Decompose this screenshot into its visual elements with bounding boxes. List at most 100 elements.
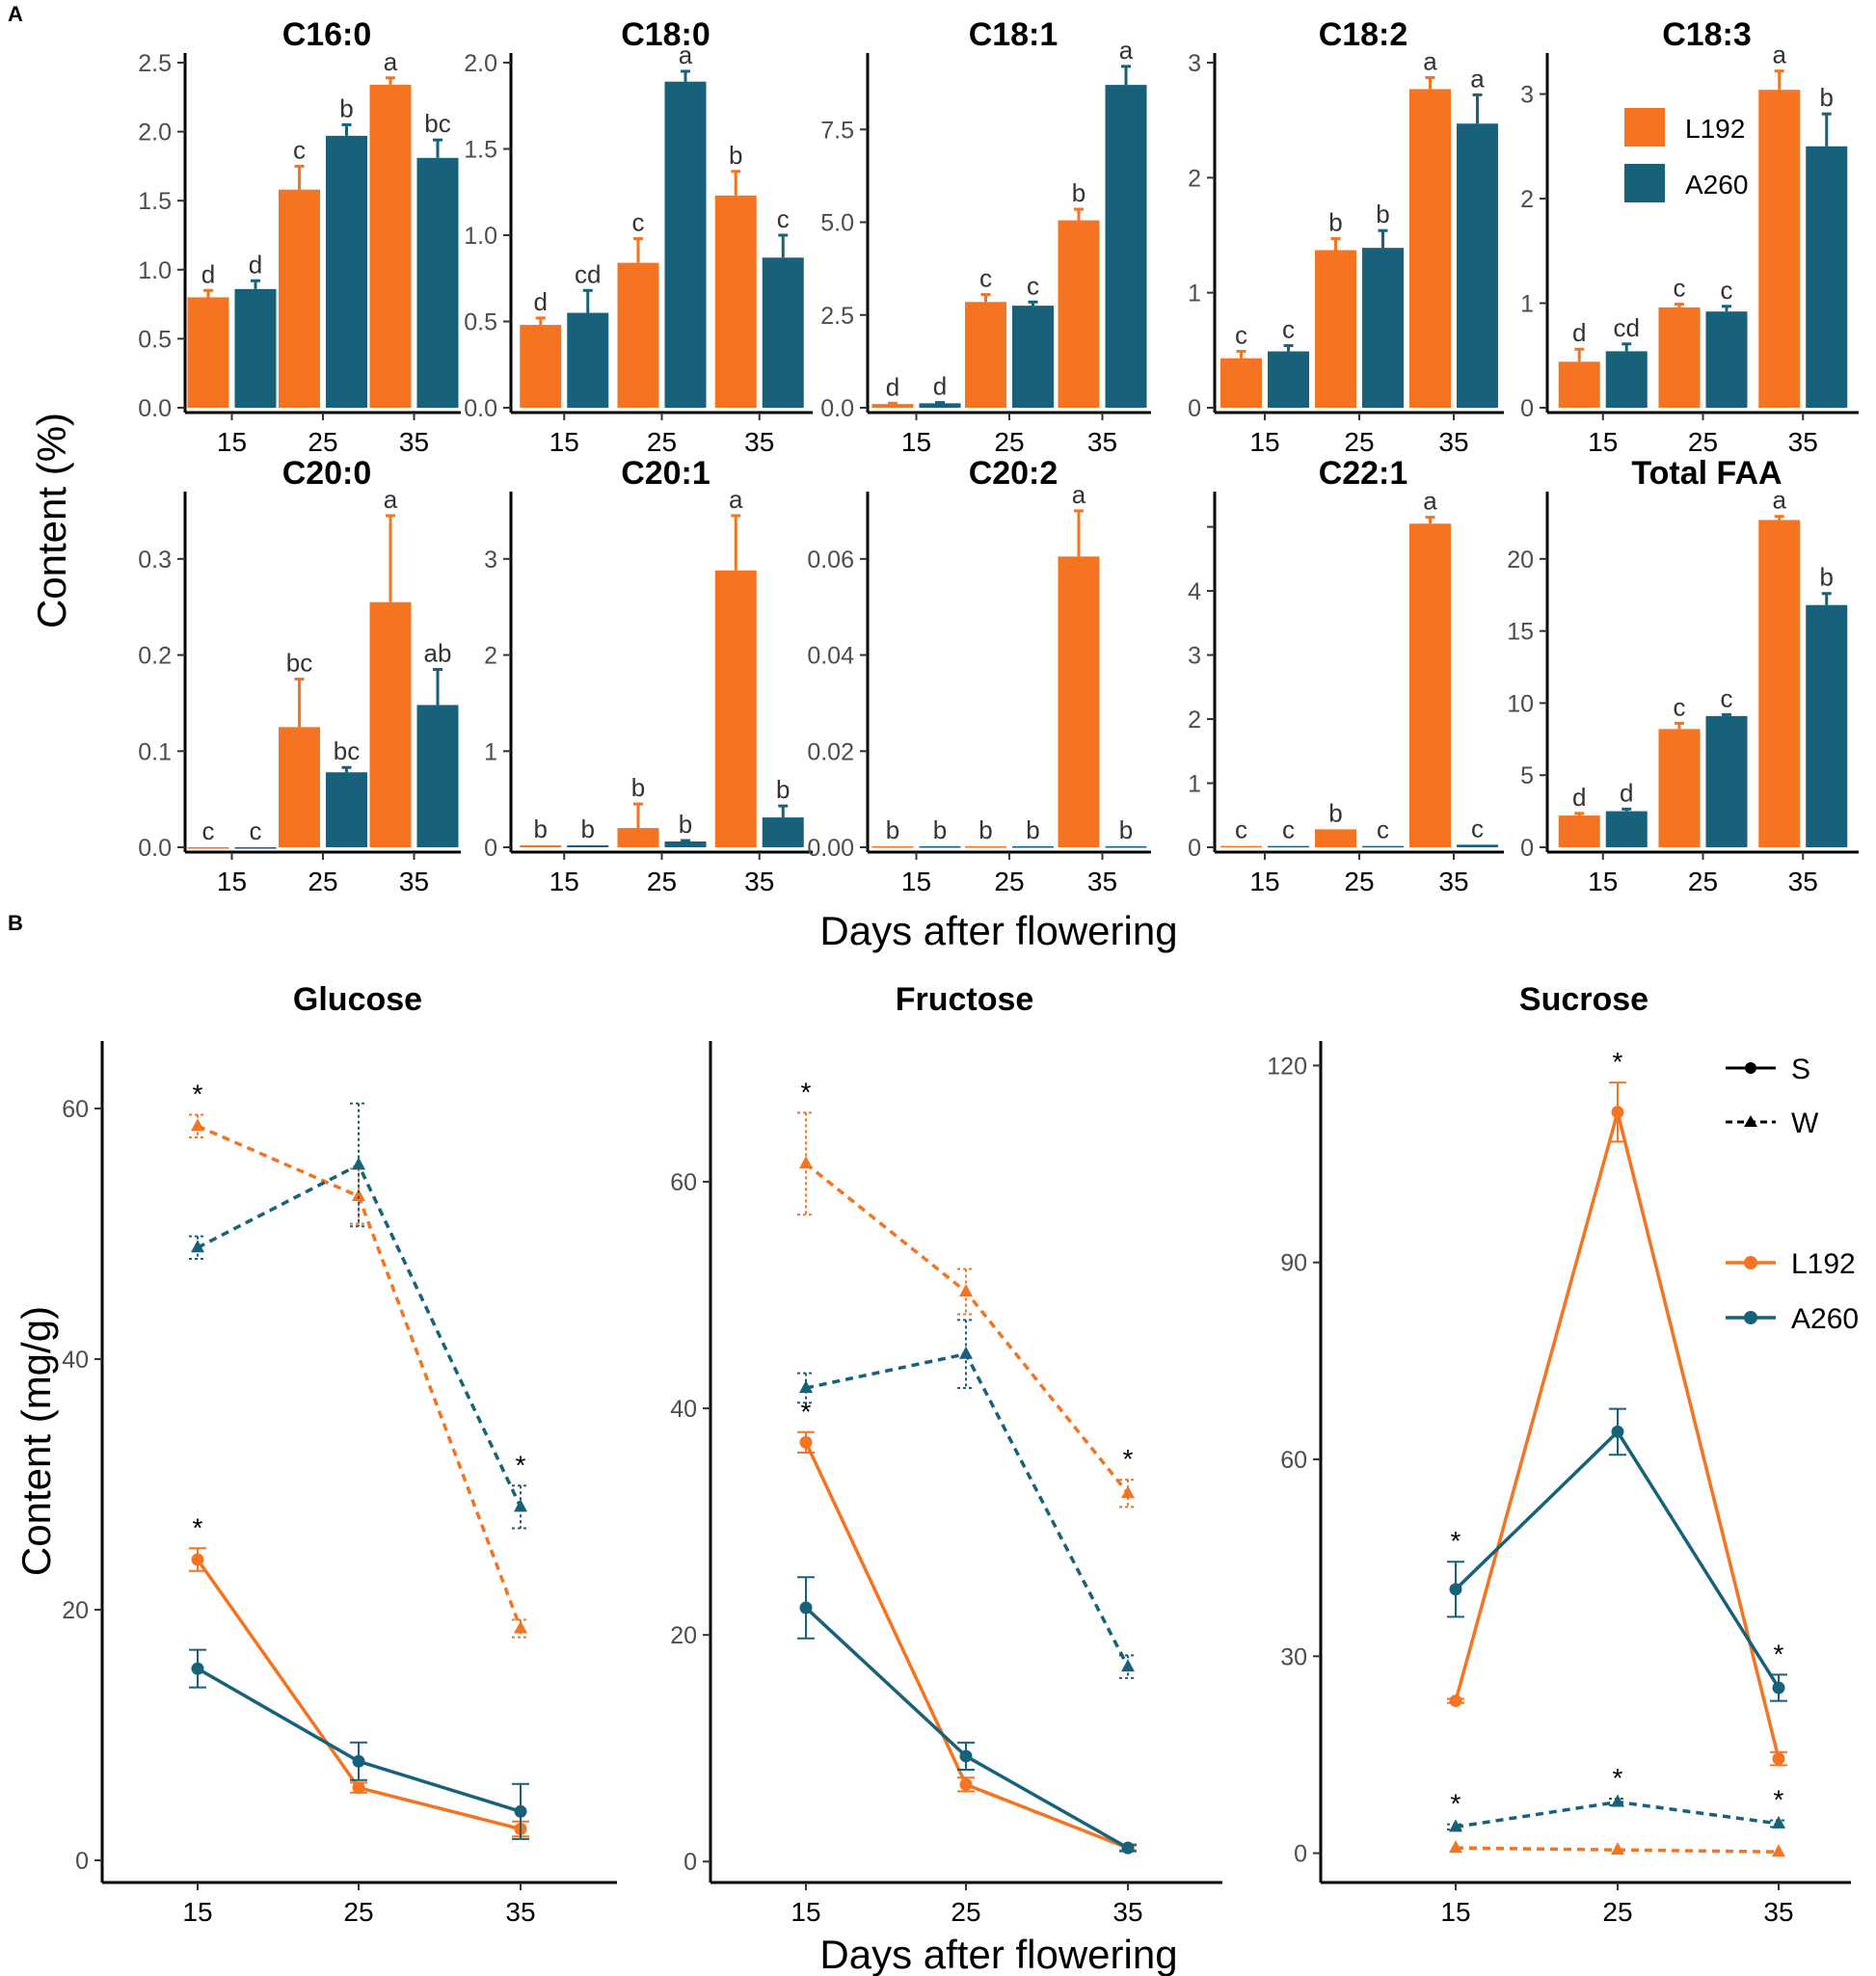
panel-b-label: B xyxy=(8,911,23,935)
significance-letter: a xyxy=(1423,487,1437,516)
significance-letter: a xyxy=(384,485,398,514)
significance-letter: a xyxy=(729,485,743,514)
y-tick-label: 60 xyxy=(62,1096,89,1123)
x-tick-label: 25 xyxy=(1344,867,1374,896)
significance-star: * xyxy=(1774,1785,1784,1815)
y-tick-label: 0.04 xyxy=(807,643,854,670)
significance-letter: b xyxy=(886,815,899,844)
bar xyxy=(279,189,320,408)
data-point-circle xyxy=(352,1754,365,1768)
x-tick-label: 15 xyxy=(217,867,247,896)
bar xyxy=(1362,845,1404,848)
y-tick-label: 0 xyxy=(1188,395,1201,422)
y-tick-label: 0.0 xyxy=(138,835,172,862)
data-point-circle xyxy=(1611,1425,1624,1438)
bar xyxy=(187,847,229,849)
x-tick-label: 15 xyxy=(217,427,247,457)
y-tick-label: 20 xyxy=(670,1622,697,1649)
panel-b-x-axis-title: Days after flowering xyxy=(819,1932,1177,1976)
y-tick-label: 0.2 xyxy=(138,643,172,670)
significance-letter: bc xyxy=(424,109,450,138)
y-tick-label: 0.0 xyxy=(138,395,172,422)
chart-title: C18:2 xyxy=(1319,16,1408,53)
y-tick-label: 120 xyxy=(1267,1053,1307,1080)
y-tick-label: 2 xyxy=(1188,707,1201,734)
y-tick-label: 40 xyxy=(62,1347,89,1374)
y-tick-label: 20 xyxy=(62,1597,89,1624)
bar-chart-c20-0: C20:0 0.0 0.1 0.2 0.3 15c c 25 bc bc 35 a ab xyxy=(138,455,461,896)
x-tick-label: 25 xyxy=(647,867,677,896)
bar xyxy=(762,817,804,847)
significance-letter: c xyxy=(202,816,215,845)
significance-letter: c xyxy=(1721,276,1733,305)
bar-chart-c18-1: C18:1 0.0 2.5 5.0 7.5 15d d 25 c c 35 b a xyxy=(820,16,1151,457)
data-point-triangle xyxy=(352,1157,365,1170)
significance-star: * xyxy=(516,1450,526,1480)
x-tick-label: 25 xyxy=(1602,1897,1632,1927)
x-tick-label: 35 xyxy=(1438,427,1468,457)
x-tick-label: 35 xyxy=(1788,427,1818,457)
data-point-circle xyxy=(352,1781,365,1795)
bar xyxy=(1605,351,1648,408)
legend-label-l192: L192 xyxy=(1685,114,1745,144)
significance-letter: c xyxy=(1027,271,1039,300)
data-point-circle xyxy=(191,1553,204,1566)
data-point-triangle xyxy=(799,1379,813,1393)
y-tick-label: 2.5 xyxy=(820,303,854,330)
x-tick-label: 15 xyxy=(1440,1897,1470,1927)
data-point-triangle xyxy=(352,1188,365,1201)
significance-star: * xyxy=(801,1077,812,1107)
x-tick-label: 15 xyxy=(549,427,579,457)
bar xyxy=(965,846,1006,848)
data-point-triangle xyxy=(1772,1815,1785,1829)
x-tick-label: 15 xyxy=(901,867,931,896)
y-tick-label: 0.06 xyxy=(807,547,854,574)
bar xyxy=(1558,815,1600,847)
y-tick-label: 0 xyxy=(1188,835,1201,862)
significance-letter: b xyxy=(581,814,595,843)
y-tick-label: 5.0 xyxy=(820,210,854,237)
data-point-circle xyxy=(959,1749,973,1763)
y-tick-label: 0 xyxy=(1520,395,1534,422)
chart-title: Total FAA xyxy=(1631,455,1782,492)
y-tick-label: 1.0 xyxy=(138,257,172,284)
data-point-triangle xyxy=(799,1156,813,1169)
legend-label-l192-line: L192 xyxy=(1791,1248,1856,1280)
data-point-circle xyxy=(1772,1752,1785,1766)
significance-star: * xyxy=(1613,1763,1623,1793)
panel-a-x-axis-title: Days after flowering xyxy=(819,908,1177,953)
line-chart-sucrose: Sucrose 0 30 60 90 120 15 25 35 * * * * * * xyxy=(1267,981,1851,1927)
bar xyxy=(326,772,367,847)
significance-letter: c xyxy=(1377,815,1389,844)
y-tick-label: 30 xyxy=(1280,1643,1307,1670)
data-point-triangle xyxy=(1121,1659,1135,1672)
x-tick-label: 35 xyxy=(1087,867,1117,896)
bar xyxy=(1012,846,1054,848)
legend-label-a260: A260 xyxy=(1685,170,1748,200)
chart-title: Fructose xyxy=(896,981,1034,1018)
y-tick-label: 1 xyxy=(1520,291,1534,318)
significance-letter: a xyxy=(1423,47,1437,76)
bar xyxy=(1758,520,1801,847)
bar xyxy=(1457,844,1498,847)
bar xyxy=(664,841,707,847)
bar xyxy=(1705,715,1748,847)
bar xyxy=(1012,306,1054,408)
x-tick-label: 15 xyxy=(1588,867,1618,896)
bar xyxy=(1220,358,1262,408)
significance-letter: c xyxy=(777,204,790,233)
x-tick-label: 35 xyxy=(399,867,429,896)
significance-letter: d xyxy=(933,372,947,401)
bar xyxy=(1362,248,1404,408)
data-point-triangle xyxy=(191,1118,204,1132)
y-tick-label: 0.0 xyxy=(820,395,854,422)
significance-letter: c xyxy=(632,208,645,237)
x-tick-label: 35 xyxy=(505,1897,535,1927)
bar xyxy=(871,846,914,848)
bar xyxy=(1058,220,1100,408)
bar xyxy=(1220,845,1262,848)
x-tick-label: 15 xyxy=(1249,867,1279,896)
bar xyxy=(714,570,757,847)
